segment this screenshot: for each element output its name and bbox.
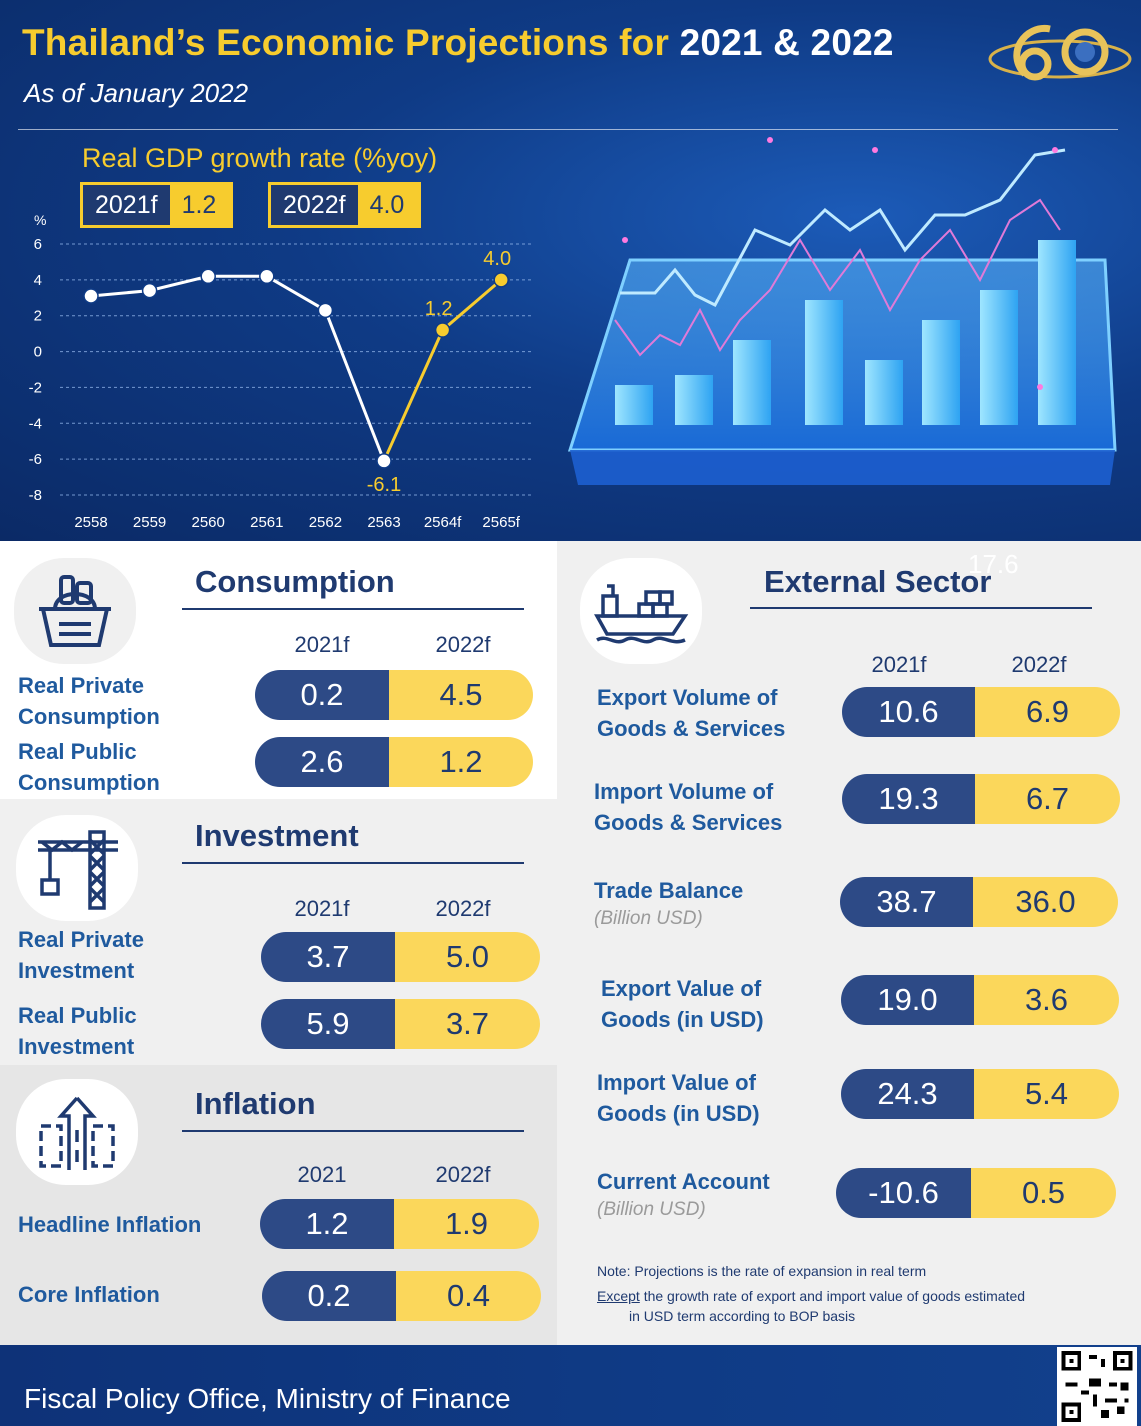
investment-title: Investment [195, 818, 359, 853]
badge-year: 2021f [83, 185, 170, 225]
badge-year: 2022f [271, 185, 358, 225]
footer-org-name: Fiscal Policy Office, Ministry of Financ… [24, 1383, 511, 1414]
row-label-core-inflation: Core Inflation [18, 1282, 160, 1307]
data-point [141, 282, 158, 299]
y-tick-label: 0 [34, 344, 42, 361]
row-label: Import Value of Goods (in USD) [597, 1070, 760, 1126]
y-tick-label: -6 [29, 451, 42, 468]
column-header-2021: 2021f [294, 896, 350, 921]
column-header-2021: 2021f [294, 632, 350, 657]
y-tick-label: -2 [29, 379, 42, 396]
x-tick-label: 2562 [309, 514, 342, 531]
ghost-number: 17.6 [968, 549, 1019, 579]
column-header-2022: 2022f [435, 632, 491, 657]
row-label: Export Value of Goods (in USD) [601, 976, 764, 1032]
inflation-arrow-icon [16, 1079, 138, 1185]
y-tick-label: -8 [29, 487, 42, 504]
column-header-2021: 2021 [297, 1162, 347, 1187]
value-pill-headline-inflation: 1.2 1.9 [260, 1199, 539, 1249]
value-pill-public-consumption: 2.6 1.2 [255, 737, 533, 787]
external-sector-section: External Sector 2021f 2022f Export Volum… [557, 541, 1141, 1345]
inflation-title: Inflation [195, 1086, 316, 1121]
y-tick-label: -4 [29, 415, 42, 432]
data-point [317, 302, 334, 319]
value-pill-export-value: 19.0 3.6 [841, 975, 1119, 1025]
data-point [259, 268, 275, 285]
gdp-line-chart: % 6 4 2 0 -2 -4 -6 -8 2558 2559 2560 2561 2562 2563 256… [29, 212, 532, 531]
row-label-headline-inflation: Headline Inflation [18, 1212, 202, 1237]
column-header-2021: 2021f [871, 652, 927, 677]
y-tick-label: 6 [34, 236, 42, 253]
gdp-badge-2022: 2022f 4.0 [268, 182, 421, 228]
value-pill-core-inflation: 0.2 0.4 [262, 1271, 541, 1321]
series-line-actual [90, 274, 386, 462]
data-point [376, 453, 392, 469]
qr-code[interactable] [1057, 1347, 1137, 1426]
x-tick-label: 2560 [192, 514, 225, 531]
value-pill-import-value: 24.3 5.4 [841, 1069, 1119, 1119]
consumption-section: Consumption 2021f 2022f Real Private Cons… [0, 541, 557, 799]
y-axis-unit: % [34, 212, 46, 228]
external-sector-title: External Sector [764, 564, 992, 599]
column-header-2022: 2022f [435, 896, 491, 921]
basket-icon [14, 558, 136, 664]
x-tick-label: 2564f [424, 514, 462, 531]
section-divider [182, 608, 524, 610]
footer-bar: Fiscal Policy Office, Ministry of Financ… [0, 1345, 1141, 1426]
header-banner: Thailand’s Economic Projections for 2021… [0, 0, 1141, 541]
gdp-badge-2021: 2021f 1.2 [80, 182, 233, 228]
data-point [83, 288, 99, 304]
value-pill-export-volume: 10.6 6.9 [842, 687, 1120, 737]
section-divider [750, 607, 1092, 609]
y-tick-label: 2 [34, 308, 42, 325]
consumption-title: Consumption [195, 564, 395, 599]
row-label: Trade Balance (Billion USD) [594, 878, 744, 929]
value-pill-private-investment: 3.7 5.0 [261, 932, 540, 982]
x-tick-label: 2558 [74, 514, 107, 531]
row-label: Real Private Investment [18, 927, 144, 983]
data-point [493, 272, 509, 288]
row-label: Real Private Consumption [18, 673, 160, 729]
section-divider [182, 1130, 524, 1132]
value-pill-private-consumption: 0.2 4.5 [255, 670, 533, 720]
decorative-bar-chart-illustration [567, 137, 1117, 485]
value-pill-trade-balance: 38.7 36.0 [840, 877, 1118, 927]
x-tick-label: 2565f [482, 514, 520, 531]
row-label: Import Volume of Goods & Services [594, 779, 783, 835]
y-tick-label: 4 [34, 272, 42, 289]
badge-value: 4.0 [357, 185, 418, 225]
row-label: Real Public Consumption [18, 739, 160, 795]
data-point [200, 268, 216, 285]
data-label: 1.2 [425, 298, 453, 320]
value-pill-public-investment: 5.9 3.7 [261, 999, 540, 1049]
value-pill-import-volume: 19.3 6.7 [842, 774, 1120, 824]
anniversary-60-logo [988, 25, 1132, 81]
row-label: Export Volume of Goods & Services [597, 685, 786, 741]
x-tick-label: 2559 [133, 514, 166, 531]
page-title: Thailand’s Economic Projections for 2021… [22, 22, 894, 63]
column-header-2022: 2022f [435, 1162, 491, 1187]
cargo-ship-icon [580, 558, 702, 664]
row-label: Current Account (Billion USD) [597, 1169, 770, 1220]
inflation-section: Inflation 2021 2022f Headline Inflation … [0, 1065, 557, 1345]
x-tick-label: 2563 [367, 514, 400, 531]
column-header-2022: 2022f [1011, 652, 1067, 677]
row-label: Real Public Investment [18, 1003, 137, 1059]
section-divider [182, 862, 524, 864]
investment-section: Investment 2021f 2022f Real Private Inves… [0, 799, 557, 1065]
header-divider [18, 129, 1118, 130]
badge-value: 1.2 [169, 185, 230, 225]
crane-icon [16, 815, 138, 921]
value-pill-current-account: -10.6 0.5 [836, 1168, 1116, 1218]
data-label: 4.0 [483, 248, 511, 270]
x-tick-label: 2561 [250, 514, 283, 531]
gdp-chart-title: Real GDP growth rate (%yoy) [82, 143, 438, 173]
page-subtitle: As of January 2022 [24, 78, 249, 108]
footnote: Note: Projections is the rate of expansi… [597, 1263, 1026, 1324]
data-point [434, 322, 451, 338]
data-label: -6.1 [367, 474, 401, 496]
